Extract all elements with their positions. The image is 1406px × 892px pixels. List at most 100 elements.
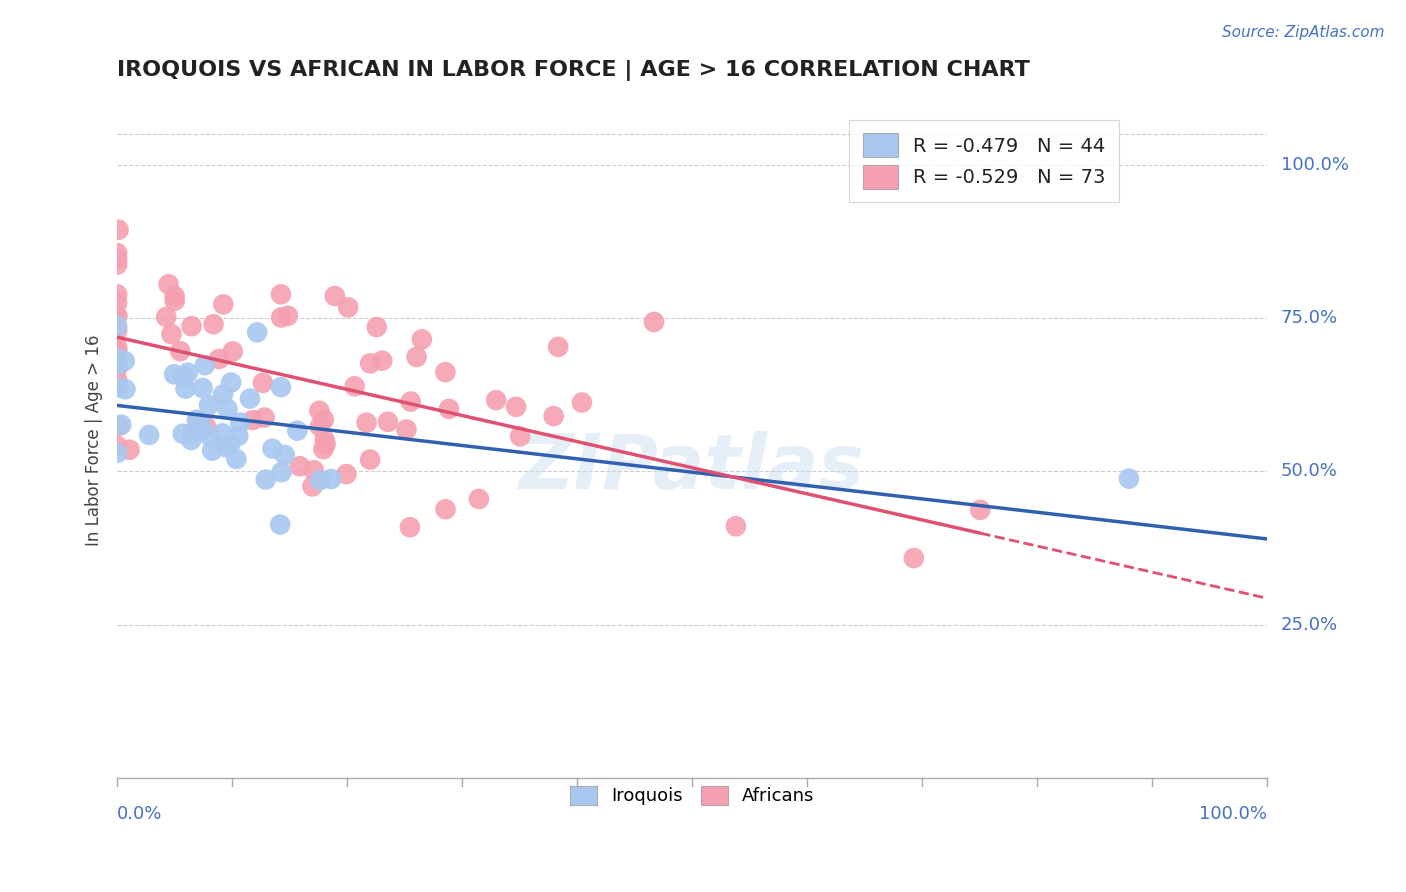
- Point: [724, 519, 747, 533]
- Point: [190, 418, 212, 433]
- Text: 100.0%: 100.0%: [1199, 805, 1267, 823]
- Point: [180, 426, 202, 441]
- Point: [405, 350, 427, 364]
- Point: [229, 416, 252, 430]
- Point: [105, 351, 128, 366]
- Point: [201, 443, 224, 458]
- Point: [105, 318, 128, 333]
- Text: IROQUOIS VS AFRICAN IN LABOR FORCE | AGE > 16 CORRELATION CHART: IROQUOIS VS AFRICAN IN LABOR FORCE | AGE…: [117, 60, 1031, 80]
- Point: [321, 472, 343, 486]
- Point: [270, 380, 292, 394]
- Point: [107, 419, 129, 434]
- Point: [285, 424, 308, 438]
- Point: [217, 401, 239, 416]
- Point: [180, 319, 202, 334]
- Point: [270, 465, 292, 479]
- Point: [309, 474, 332, 488]
- Point: [315, 437, 337, 451]
- Point: [277, 309, 299, 323]
- Text: 75.0%: 75.0%: [1281, 309, 1339, 327]
- Point: [194, 358, 217, 372]
- Point: [160, 327, 183, 342]
- Point: [202, 318, 225, 332]
- Point: [308, 404, 330, 418]
- Point: [195, 419, 218, 434]
- Point: [219, 437, 242, 451]
- Point: [302, 463, 325, 477]
- Text: 25.0%: 25.0%: [1281, 615, 1339, 633]
- Point: [312, 442, 335, 457]
- Point: [188, 424, 211, 438]
- Point: [468, 491, 491, 506]
- Point: [269, 517, 291, 532]
- Point: [356, 416, 378, 430]
- Y-axis label: In Labor Force | Age > 16: In Labor Force | Age > 16: [86, 334, 103, 546]
- Text: ZIPatlas: ZIPatlas: [519, 431, 865, 505]
- Point: [314, 433, 336, 447]
- Point: [187, 415, 209, 429]
- Point: [163, 289, 186, 303]
- Point: [239, 392, 262, 406]
- Point: [177, 366, 200, 380]
- Point: [366, 320, 388, 334]
- Point: [173, 370, 195, 384]
- Point: [105, 252, 128, 266]
- Point: [212, 387, 235, 401]
- Point: [212, 297, 235, 311]
- Legend: Iroquois, Africans: Iroquois, Africans: [562, 779, 823, 813]
- Point: [323, 289, 346, 303]
- Point: [105, 374, 128, 388]
- Text: Source: ZipAtlas.com: Source: ZipAtlas.com: [1222, 25, 1385, 40]
- Point: [399, 394, 422, 409]
- Point: [211, 426, 233, 441]
- Point: [509, 429, 531, 443]
- Point: [377, 415, 399, 429]
- Point: [434, 365, 457, 379]
- Text: 100.0%: 100.0%: [1281, 156, 1348, 174]
- Point: [198, 398, 221, 412]
- Point: [105, 287, 128, 301]
- Point: [254, 473, 277, 487]
- Point: [903, 551, 925, 566]
- Point: [359, 356, 381, 370]
- Point: [172, 426, 194, 441]
- Point: [105, 439, 128, 453]
- Point: [200, 430, 222, 444]
- Point: [105, 381, 128, 395]
- Point: [335, 467, 357, 481]
- Point: [105, 340, 128, 354]
- Point: [114, 354, 136, 368]
- Point: [437, 401, 460, 416]
- Point: [219, 376, 242, 390]
- Point: [359, 452, 381, 467]
- Point: [215, 441, 238, 455]
- Point: [169, 344, 191, 359]
- Point: [434, 502, 457, 516]
- Point: [337, 301, 360, 315]
- Point: [118, 442, 141, 457]
- Point: [270, 310, 292, 325]
- Text: 50.0%: 50.0%: [1281, 462, 1337, 480]
- Point: [105, 310, 128, 324]
- Point: [157, 277, 180, 292]
- Point: [163, 293, 186, 308]
- Point: [270, 287, 292, 301]
- Point: [155, 310, 177, 324]
- Point: [105, 257, 128, 271]
- Point: [186, 413, 208, 427]
- Point: [105, 246, 128, 260]
- Point: [242, 413, 264, 427]
- Point: [208, 351, 231, 366]
- Point: [288, 459, 311, 474]
- Point: [105, 446, 128, 460]
- Point: [191, 381, 214, 395]
- Point: [246, 326, 269, 340]
- Point: [262, 442, 284, 456]
- Point: [312, 412, 335, 426]
- Point: [226, 429, 249, 443]
- Point: [138, 428, 160, 442]
- Point: [274, 448, 297, 462]
- Point: [110, 417, 132, 432]
- Point: [252, 376, 274, 390]
- Point: [301, 479, 323, 493]
